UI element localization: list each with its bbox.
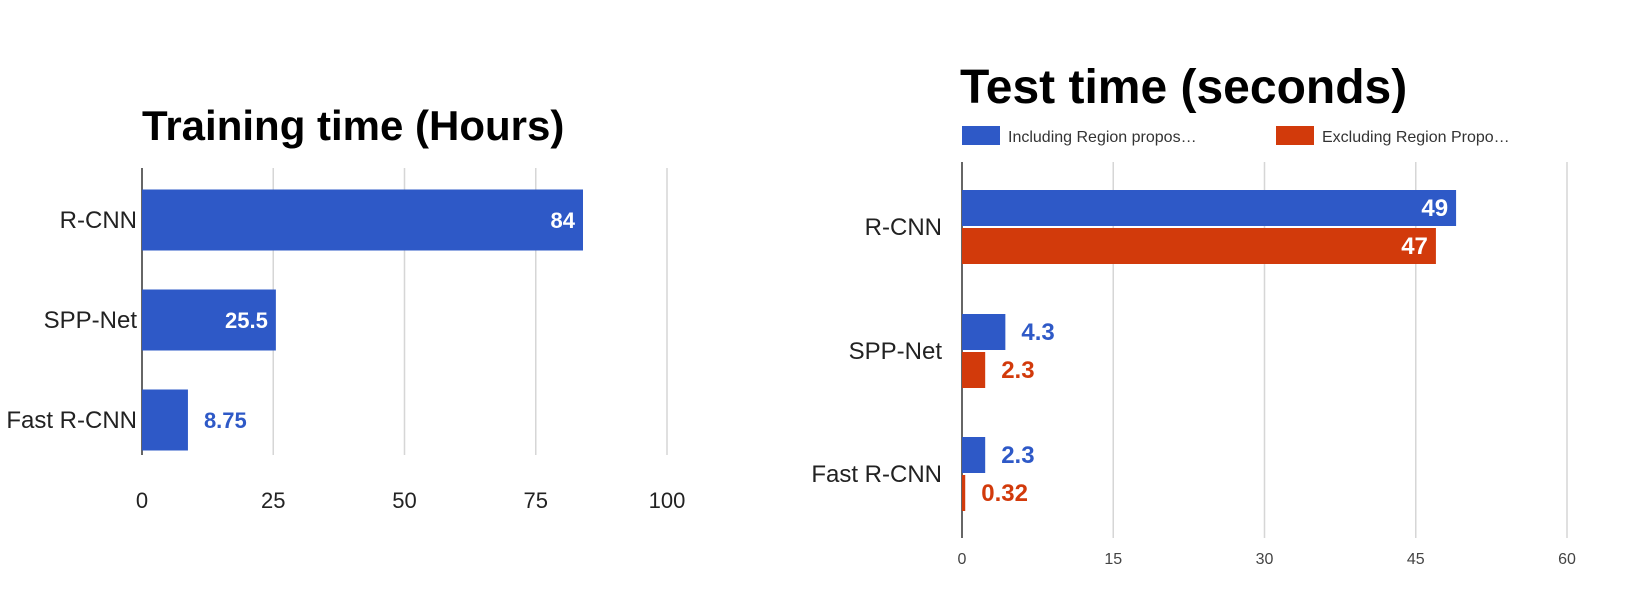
bar [962, 437, 986, 473]
x-tick-label: 50 [392, 488, 416, 513]
category-labels: R-CNN SPP-Net Fast R-CNN [6, 207, 137, 434]
legend: Including Region propos… Excluding Regio… [962, 126, 1510, 146]
x-tick-label: 60 [1558, 551, 1576, 568]
chart-title: Training time (Hours) [142, 102, 564, 149]
bar [962, 475, 966, 511]
x-tick-label: 0 [136, 488, 148, 513]
category-label: Fast R-CNN [811, 461, 942, 488]
data-label: 4.3 [1021, 319, 1054, 346]
bar [142, 289, 276, 351]
legend-label-including: Including Region propos… [1008, 129, 1197, 146]
training-time-chart: Training time (Hours) R-CNN SPP-Net Fast R… [6, 102, 685, 513]
category-label: SPP-Net [849, 338, 943, 365]
legend-label-excluding: Excluding Region Propo… [1322, 129, 1510, 146]
data-label: 49 [1421, 195, 1448, 222]
x-tick-label: 30 [1256, 551, 1274, 568]
x-tick-labels: 0 25 50 75 100 [136, 488, 685, 513]
category-label: R-CNN [865, 214, 942, 241]
data-labels: 49 47 4.3 2.3 2.3 0.32 [981, 195, 1448, 507]
bar [962, 228, 1436, 264]
x-tick-label: 100 [649, 488, 686, 513]
data-label: 8.75 [204, 408, 247, 433]
legend-swatch-excluding [1276, 126, 1314, 145]
x-tick-label: 15 [1104, 551, 1122, 568]
bars [142, 189, 583, 451]
bar [962, 314, 1006, 350]
bar [962, 190, 1457, 226]
x-tick-label: 0 [958, 551, 967, 568]
data-label: 2.3 [1001, 442, 1034, 469]
bar [962, 352, 986, 388]
data-label: 47 [1401, 233, 1428, 260]
data-label: 0.32 [981, 480, 1028, 507]
bars [962, 190, 1457, 511]
bar [142, 389, 188, 451]
chart-title: Test time (seconds) [960, 61, 1407, 114]
data-label: 2.3 [1001, 357, 1034, 384]
data-labels: 84 25.5 8.75 [204, 208, 576, 433]
category-label: Fast R-CNN [6, 407, 137, 434]
legend-swatch-including [962, 126, 1000, 145]
x-tick-labels: 0 15 30 45 60 [958, 551, 1576, 568]
data-label: 84 [551, 208, 576, 233]
x-tick-label: 75 [524, 488, 548, 513]
category-label: R-CNN [60, 207, 137, 234]
bar [142, 189, 583, 251]
category-label: SPP-Net [44, 307, 138, 334]
x-tick-label: 45 [1407, 551, 1425, 568]
x-tick-label: 25 [261, 488, 285, 513]
category-labels: R-CNN SPP-Net Fast R-CNN [811, 214, 942, 488]
data-label: 25.5 [225, 308, 268, 333]
test-time-chart: Test time (seconds) Including Region pro… [811, 61, 1576, 568]
